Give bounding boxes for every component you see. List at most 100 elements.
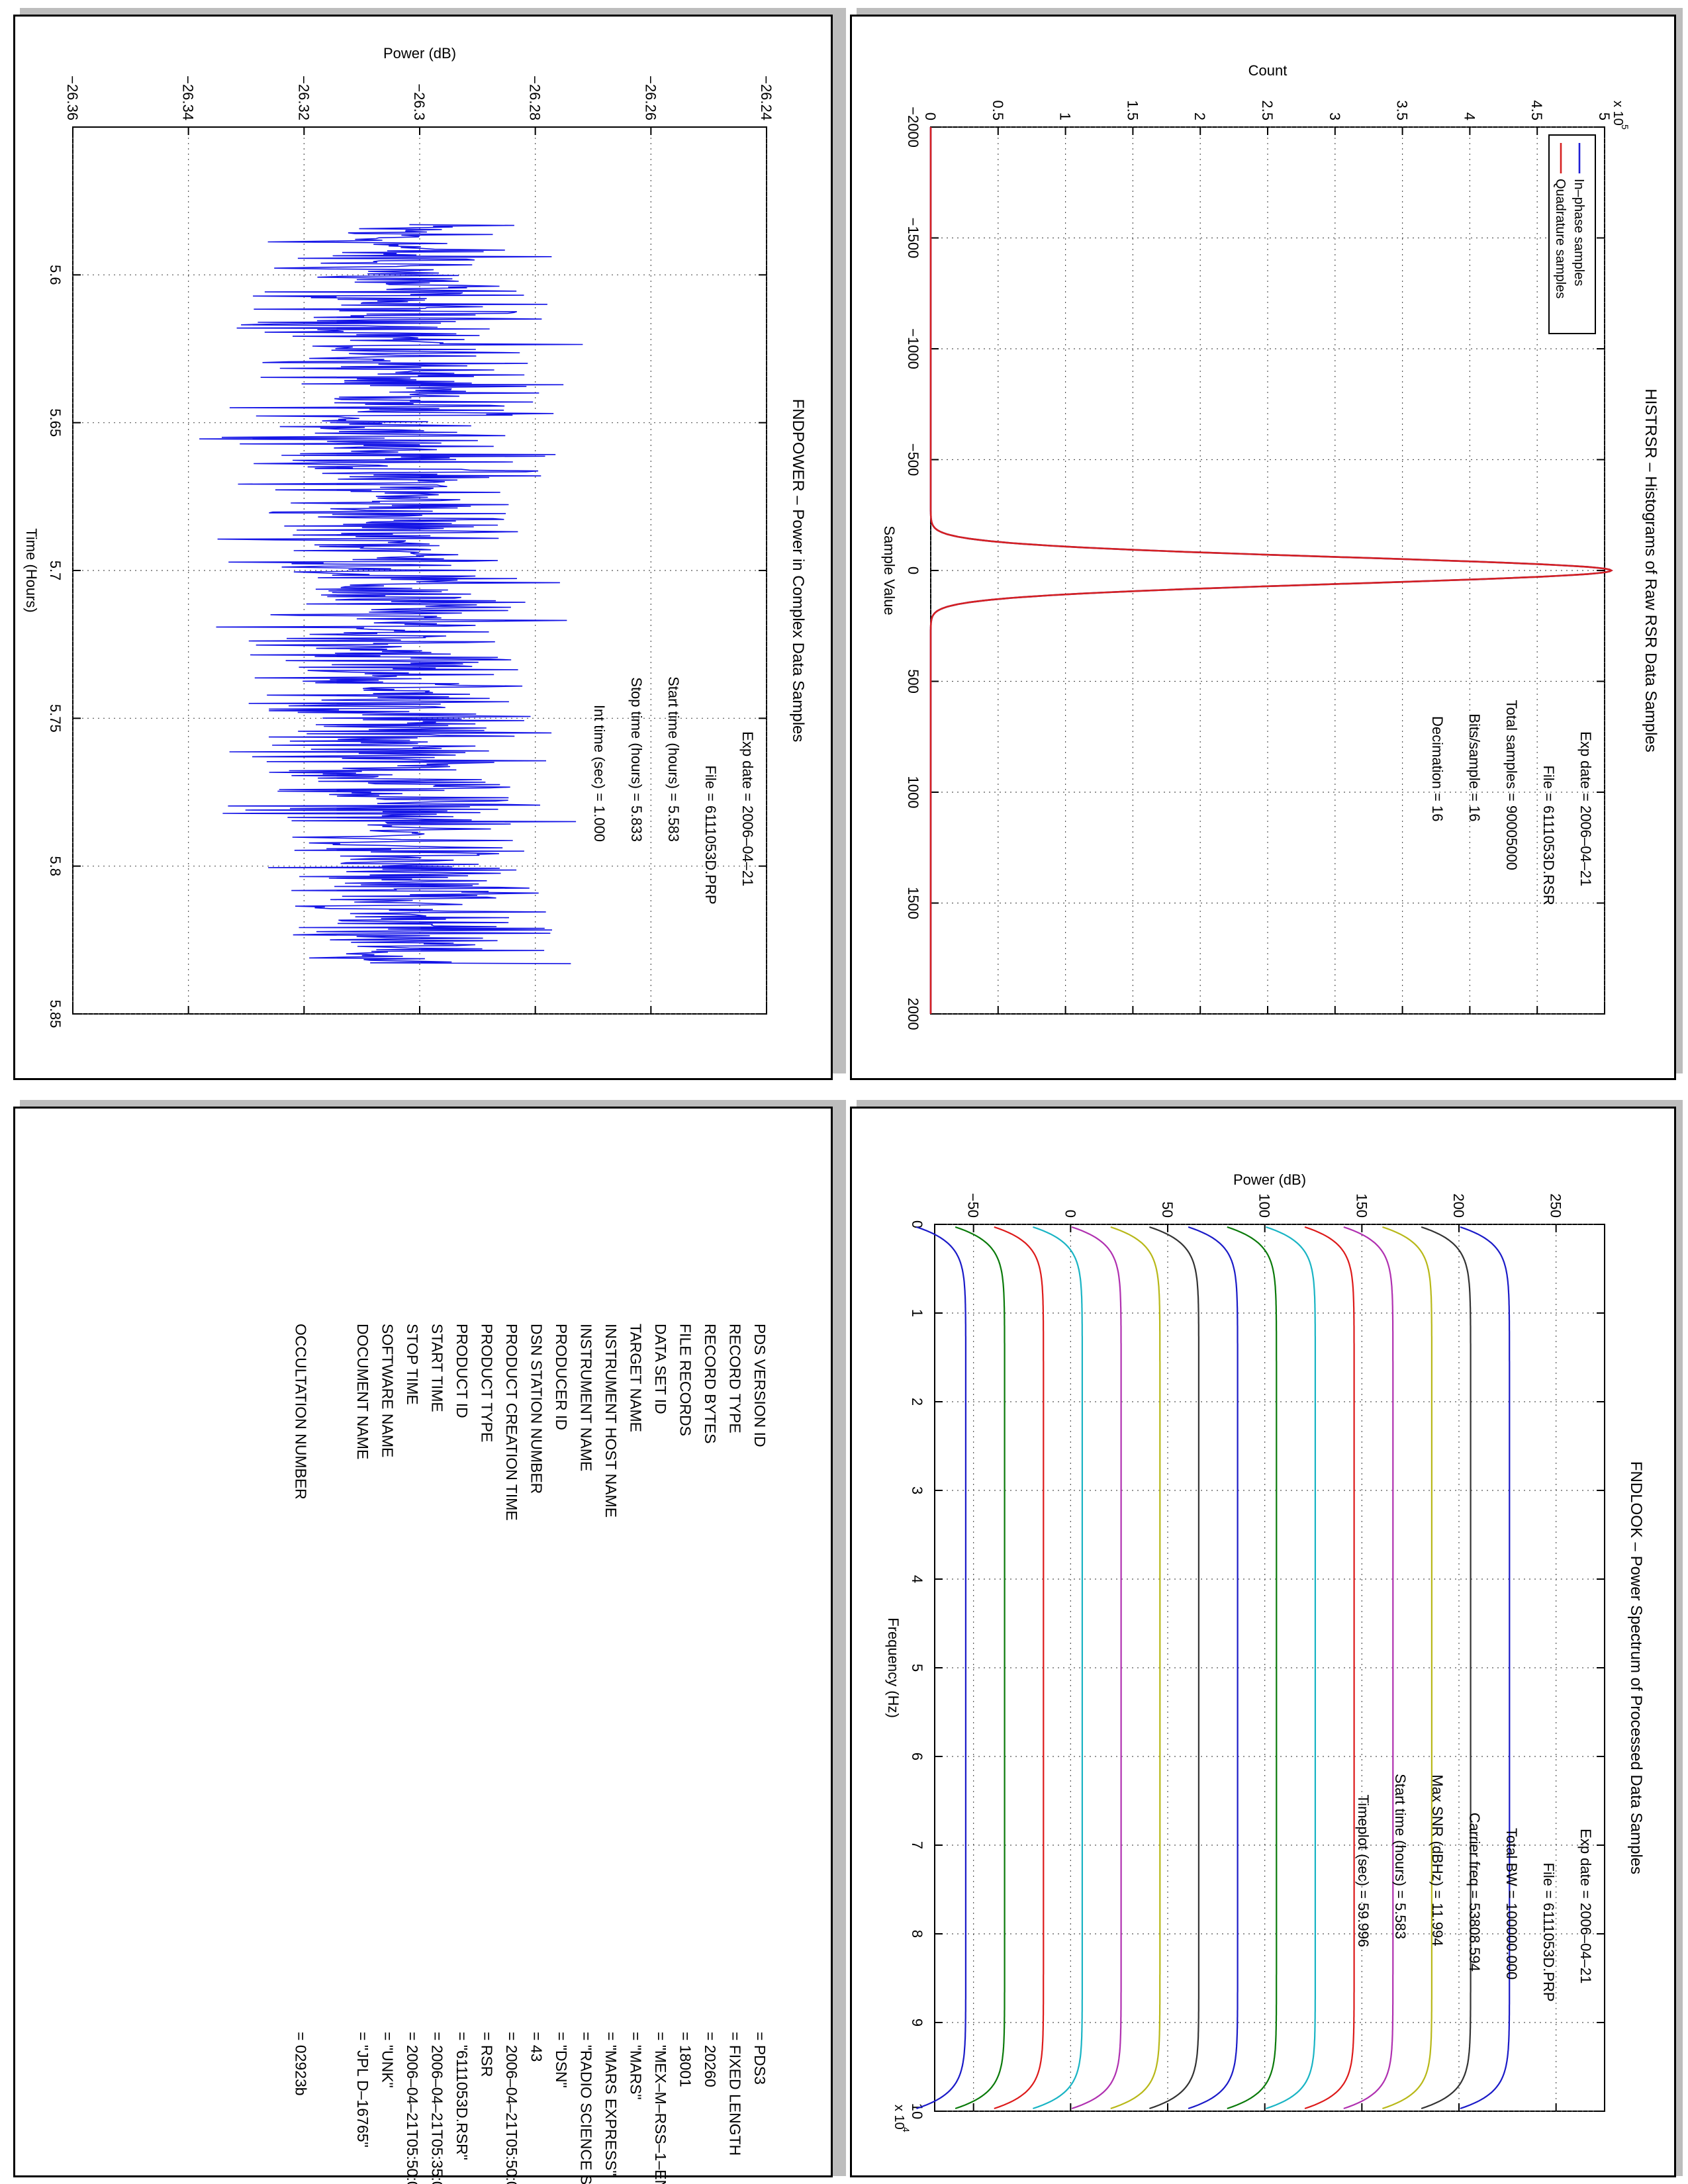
label-table: PDS VERSION ID = PDS3 RECORD TYPE = FIXED L…	[293, 1324, 769, 2184]
series-line-1	[929, 127, 1613, 1014]
x-tick-label: 3	[909, 1486, 925, 1494]
x-tick-label: 8	[909, 1930, 925, 1938]
annotation-label: Exp date	[1577, 731, 1594, 789]
annotation-label: Decimation	[1429, 716, 1446, 789]
x-tick-label: −1500	[905, 218, 921, 259]
x-tick-label: 0	[905, 567, 921, 574]
x-tick-label: 4	[909, 1575, 925, 1583]
annotation-value: = 2006–04–21	[1577, 793, 1594, 886]
y-tick-label: −26.36	[64, 75, 81, 120]
spectrum-line-14	[1460, 1226, 1511, 2110]
label-key: FILE RECORDS	[677, 1324, 694, 1436]
label-key: RECORD TYPE	[727, 1324, 744, 1433]
annotation-value: = 53808.594	[1466, 1890, 1483, 1972]
label-value: = PDS3	[751, 2032, 769, 2085]
legend-label: In–phase samples	[1571, 179, 1586, 286]
x-tick-label: 5.65	[47, 408, 64, 437]
chart-title: FNDPOWER – Power in Complex Data Samples	[789, 399, 807, 743]
annotation-value: = 11.994	[1429, 1890, 1446, 1946]
y-tick-label: 1.5	[1124, 100, 1141, 120]
label-value: = 43	[528, 2032, 545, 2062]
label-key: PRODUCT ID	[453, 1324, 471, 1418]
label-key: TARGET NAME	[628, 1324, 645, 1432]
y-tick-label: 4	[1461, 113, 1477, 120]
chart-title: FNDLOOK – Power Spectrum of Processed Da…	[1627, 1461, 1645, 1874]
y-multiplier-exponent: 5	[1620, 124, 1630, 130]
y-tick-label: 5	[1596, 113, 1613, 120]
spectrum-line-12	[1382, 1226, 1432, 2110]
y-tick-label: 200	[1450, 1193, 1467, 1218]
x-axis-label: Time (Hours)	[23, 528, 40, 613]
power-series-line	[199, 224, 583, 964]
annotation-label: Timeplot (sec)	[1355, 1794, 1372, 1886]
legend-box	[1548, 134, 1596, 334]
x-tick-label: 1	[909, 1309, 925, 1317]
label-value: = "MEX–M–RSS–1–ENT–V1.0"	[652, 2032, 669, 2184]
annotation-label: File	[702, 766, 719, 789]
label-value: = 18001	[677, 2032, 694, 2087]
label-value: = "JPL D–16765"	[354, 2032, 371, 2148]
label-key: SOFTWARE NAME	[379, 1324, 397, 1457]
spectrum-line-0	[916, 1226, 966, 2110]
annotation-label: Start time (hours)	[1392, 1774, 1409, 1886]
y-axis-label: Count	[1248, 62, 1288, 79]
x-tick-label: 5.75	[47, 704, 64, 733]
x-axis-label: Sample Value	[881, 525, 898, 615]
label-key: INSTRUMENT NAME	[578, 1324, 595, 1471]
occultation-value: = 02923b	[293, 2032, 310, 2096]
y-tick-label: 0	[1062, 1210, 1078, 1218]
x-tick-label: 6	[909, 1752, 925, 1760]
annotation-value: = 16	[1429, 793, 1446, 821]
label-key: STOP TIME	[404, 1324, 421, 1405]
spectrum-line-6	[1149, 1226, 1199, 2110]
y-axis-label: Power (dB)	[383, 45, 456, 62]
annotation-label: File	[1540, 766, 1557, 789]
x-tick-label: 2	[909, 1398, 925, 1406]
spectrum-line-5	[1110, 1226, 1161, 2110]
annotation-value: = 2006–04–21	[1577, 1890, 1594, 1983]
y-tick-label: 1	[1057, 113, 1074, 120]
annotation-label: File	[1540, 1863, 1557, 1886]
label-value: = FIXED LENGTH	[727, 2032, 744, 2156]
label-key: PRODUCT TYPE	[479, 1324, 496, 1442]
x-tick-label: 5.7	[47, 561, 64, 581]
annotation-value: = 5.833	[628, 793, 645, 842]
label-key: DOCUMENT NAME	[354, 1324, 371, 1459]
annotation-value: = 5.583	[665, 793, 682, 842]
annotation-label: Max SNR (dBHz)	[1429, 1774, 1446, 1886]
annotation-value: = 90005000	[1503, 793, 1520, 870]
spectrum-line-4	[1071, 1226, 1122, 2110]
y-tick-label: −26.34	[180, 75, 197, 120]
annotation-label: Exp date	[739, 731, 756, 789]
label-value: = "MARS"	[628, 2032, 645, 2100]
y-tick-label: 0.5	[990, 100, 1006, 120]
x-tick-label: 9	[909, 2019, 925, 2026]
annotation-value: = 6111053D.PRP	[1540, 1890, 1557, 2002]
x-multiplier-label: x 10	[892, 2105, 906, 2130]
annotation-value: = 6111053D.RSR	[1540, 793, 1557, 905]
x-tick-label: 5.6	[47, 265, 64, 285]
annotation-value: = 5.583	[1392, 1890, 1409, 1939]
annotation-label: Total samples	[1503, 700, 1520, 789]
annotation-label: Exp date	[1577, 1829, 1594, 1886]
annotation-value: = 1.000	[591, 793, 608, 842]
label-value: = RSR	[479, 2032, 496, 2077]
spectrum-line-10	[1304, 1226, 1355, 2110]
annotation-label: Start time (hours)	[665, 676, 682, 789]
label-value: = "MARS EXPRESS"	[602, 2032, 620, 2176]
label-value: = "RADIO SCIENCE SUBSYSTEM"	[578, 2032, 595, 2184]
label-key: START TIME	[429, 1324, 446, 1412]
annotation-label: Total BW	[1503, 1828, 1520, 1886]
spectrum-line-11	[1343, 1226, 1394, 2110]
y-tick-label: 3	[1327, 113, 1343, 120]
label-value: = 2006–04–21T05:50:00	[404, 2032, 421, 2184]
label-key: RECORD BYTES	[702, 1324, 719, 1443]
label-key: PDS VERSION ID	[751, 1324, 769, 1447]
annotation-value: = 2006–04–21	[739, 793, 756, 886]
y-tick-label: 0	[922, 113, 939, 120]
spectrum-line-1	[955, 1226, 1006, 2110]
x-tick-label: 2000	[905, 998, 921, 1030]
